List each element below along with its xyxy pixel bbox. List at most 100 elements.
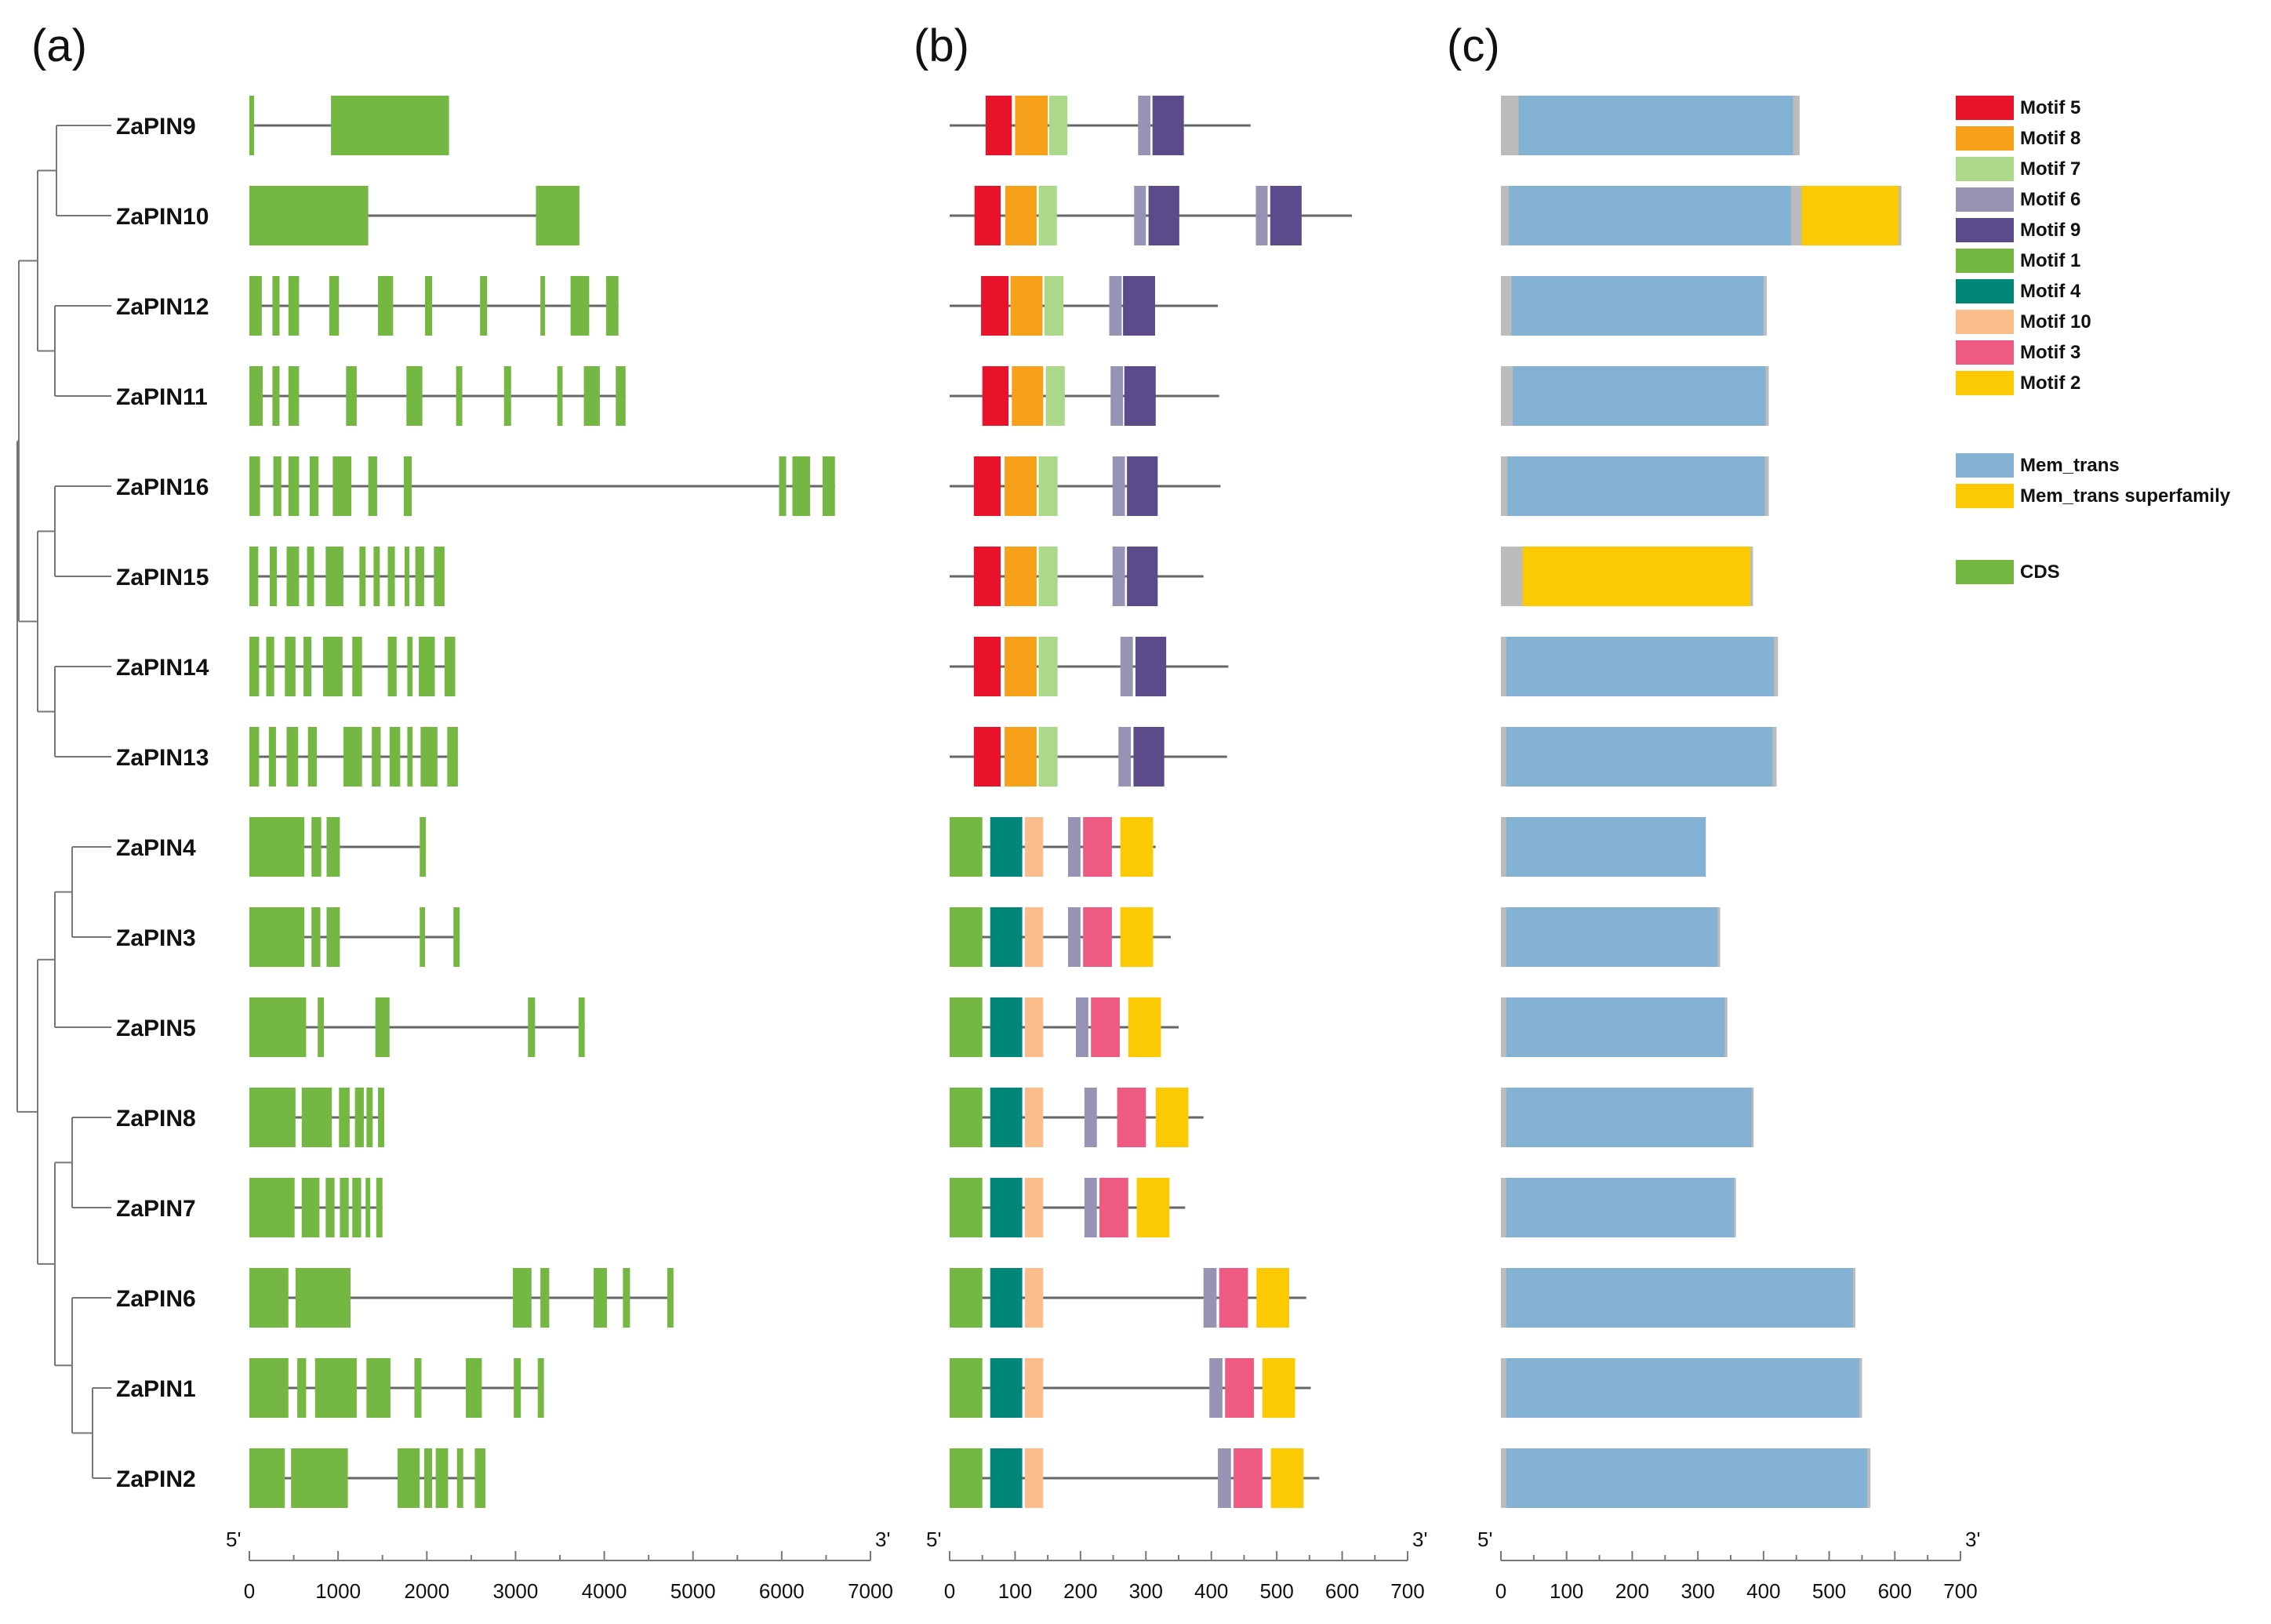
exon-cds xyxy=(415,547,424,606)
exon-cds xyxy=(286,547,300,606)
axis-c-tick-label: 300 xyxy=(1681,1579,1714,1603)
exon-cds xyxy=(375,997,390,1057)
exon-cds xyxy=(514,1358,521,1418)
exon-cds xyxy=(528,997,536,1057)
exon-cds xyxy=(329,276,340,336)
exon-cds xyxy=(249,1268,289,1328)
motif4-block xyxy=(990,907,1023,967)
axis-b-tick-label: 700 xyxy=(1390,1579,1424,1603)
motif6-block xyxy=(1068,817,1081,877)
exon-cds xyxy=(667,1268,674,1328)
legend-label-memsf: Mem_trans superfamily xyxy=(2020,485,2231,507)
axis-c-tick-label: 700 xyxy=(1943,1579,1977,1603)
exon-cds xyxy=(307,547,314,606)
motif4-block xyxy=(990,1358,1023,1418)
motif6-block xyxy=(1203,1268,1217,1328)
motif3-block xyxy=(1234,1448,1263,1508)
motif7-block xyxy=(1044,276,1064,336)
exon-cds xyxy=(352,637,362,696)
gene-label: ZaPIN1 xyxy=(116,1376,196,1402)
motif7-block xyxy=(1038,456,1058,516)
motif10-block xyxy=(1024,1178,1044,1237)
motif2-block xyxy=(1128,997,1161,1057)
motif9-block xyxy=(1152,96,1184,155)
axis-a-tick-label: 1000 xyxy=(315,1579,361,1603)
exon-cds xyxy=(249,997,307,1057)
axis-c-tick-label: 200 xyxy=(1615,1579,1649,1603)
exon-cds xyxy=(249,276,262,336)
mem-trans-domain xyxy=(1513,366,1766,426)
legend-swatch-motif9 xyxy=(1956,218,2014,242)
gene-label: ZaPIN10 xyxy=(116,204,209,230)
exon-cds xyxy=(346,366,357,426)
axis-b-five-prime: 5' xyxy=(926,1528,941,1551)
gene-label: ZaPIN6 xyxy=(116,1286,196,1312)
phylogenetic-tree xyxy=(16,125,111,1479)
exon-cds xyxy=(301,1178,320,1237)
mem-trans-domain xyxy=(1506,997,1725,1057)
motif7-block xyxy=(1038,547,1058,606)
exon-cds xyxy=(354,1088,364,1147)
legend-swatch-motif3 xyxy=(1956,340,2014,365)
gene-label: ZaPIN7 xyxy=(116,1196,196,1222)
exon-cds xyxy=(285,637,296,696)
motif6-block xyxy=(1112,456,1125,516)
exon-cds xyxy=(397,1448,420,1508)
mem-trans-domain xyxy=(1518,96,1793,155)
motif9-block xyxy=(1127,547,1158,606)
legend-swatch-motif5 xyxy=(1956,96,2014,120)
mem-trans-domain xyxy=(1511,276,1764,336)
axis-c-three-prime: 3' xyxy=(1965,1528,1980,1551)
legend-swatch-motif2 xyxy=(1956,371,2014,395)
gene-label: ZaPIN12 xyxy=(116,294,209,320)
axis-c-tick-label: 500 xyxy=(1812,1579,1846,1603)
legend-label-motif8: Motif 8 xyxy=(2020,128,2080,149)
axis-b-tick-label: 200 xyxy=(1063,1579,1097,1603)
exon-cds xyxy=(593,1268,607,1328)
motif4-block xyxy=(990,1448,1023,1508)
motif8-block xyxy=(1005,547,1037,606)
exon-cds xyxy=(326,817,340,877)
mem-trans-domain xyxy=(1506,637,1775,696)
exon-cds xyxy=(537,1358,544,1418)
exon-cds xyxy=(325,1178,335,1237)
exon-cds xyxy=(295,1268,351,1328)
axis-b-tick-label: 600 xyxy=(1325,1579,1359,1603)
motif10-block xyxy=(1024,1358,1044,1418)
motif1-block xyxy=(950,1088,983,1147)
exon-cds xyxy=(420,727,438,787)
motif9-block xyxy=(1148,186,1179,245)
motif6-block xyxy=(1112,547,1125,606)
exon-cds xyxy=(266,637,274,696)
exon-cds xyxy=(557,366,563,426)
exon-cds xyxy=(249,1448,285,1508)
exon-cds xyxy=(249,186,369,245)
axis-a-five-prime: 5' xyxy=(226,1528,241,1551)
legend-label-motif3: Motif 3 xyxy=(2020,342,2080,363)
mem-trans-domain xyxy=(1506,907,1718,967)
exon-cds xyxy=(822,456,835,516)
motif10-block xyxy=(1024,1448,1044,1508)
exon-cds xyxy=(249,1088,296,1147)
gene-structure-panel xyxy=(249,96,835,1508)
motif5-block xyxy=(982,366,1009,426)
legend-label-motif4: Motif 4 xyxy=(2020,281,2081,302)
motif5-block xyxy=(973,727,1001,787)
motif6-block xyxy=(1138,96,1151,155)
legend-label-motif1: Motif 1 xyxy=(2020,250,2080,271)
motif2-block xyxy=(1270,1448,1304,1508)
axis-b-tick-label: 400 xyxy=(1194,1579,1228,1603)
exon-cds xyxy=(359,547,366,606)
exon-cds xyxy=(288,366,300,426)
panel-label-a: (a) xyxy=(31,20,87,71)
motif8-block xyxy=(1005,727,1037,787)
motif6-block xyxy=(1109,276,1122,336)
exon-cds xyxy=(513,1268,532,1328)
motif6-block xyxy=(1120,637,1133,696)
axis-a-tick-label: 3000 xyxy=(493,1579,539,1603)
exon-cds xyxy=(453,907,460,967)
motif5-block xyxy=(981,276,1009,336)
motif6-block xyxy=(1068,907,1081,967)
motif1-block xyxy=(950,817,983,877)
motif1-block xyxy=(950,907,983,967)
